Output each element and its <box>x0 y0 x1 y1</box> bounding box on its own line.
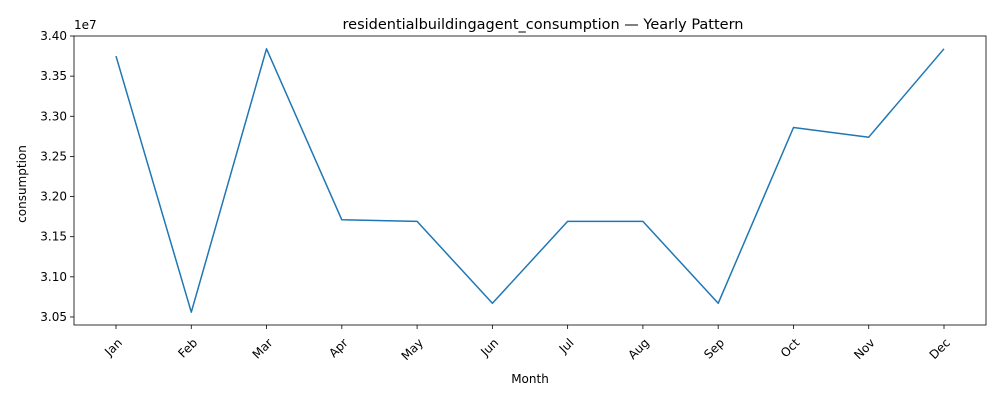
x-axis-title: Month <box>511 372 549 386</box>
y-tick-label: 3.35 <box>40 69 67 83</box>
x-tick-label-sep: Sep <box>701 336 727 362</box>
x-tick-label-aug: Aug <box>625 336 651 362</box>
x-tick-label-apr: Apr <box>326 336 351 361</box>
y-tick-label: 3.10 <box>40 270 67 284</box>
plot-frame <box>73 35 987 326</box>
x-tick-label-mar: Mar <box>250 336 276 362</box>
y-tick-label: 3.30 <box>40 109 67 123</box>
plot-area: Jan Feb Mar Apr May Jun Jul Aug Sep Oct Nov Dec 3.05… <box>40 29 987 363</box>
y-tick-label: 3.05 <box>40 310 67 324</box>
series-line <box>115 48 945 313</box>
x-tick-label-oct: Oct <box>778 335 803 360</box>
x-tick-label-may: May <box>399 336 426 363</box>
y-offset-label: 1e7 <box>74 18 97 32</box>
x-tick-label-dec: Dec <box>927 336 953 362</box>
x-tick-label-feb: Feb <box>175 336 200 361</box>
y-axis-title: consumption <box>15 145 29 223</box>
y-tick-label: 3.20 <box>40 190 67 204</box>
chart-title: residentialbuildingagent_consumption — Y… <box>343 17 744 33</box>
x-tick-label-jan: Jan <box>101 336 125 360</box>
y-tick-label: 3.25 <box>40 149 67 163</box>
y-tick-label: 3.40 <box>40 29 67 43</box>
x-tick-label-jun: Jun <box>477 336 501 360</box>
x-tick-label-nov: Nov <box>851 336 877 362</box>
y-tick-label: 3.15 <box>40 230 67 244</box>
x-tick-label-jul: Jul <box>556 336 577 357</box>
